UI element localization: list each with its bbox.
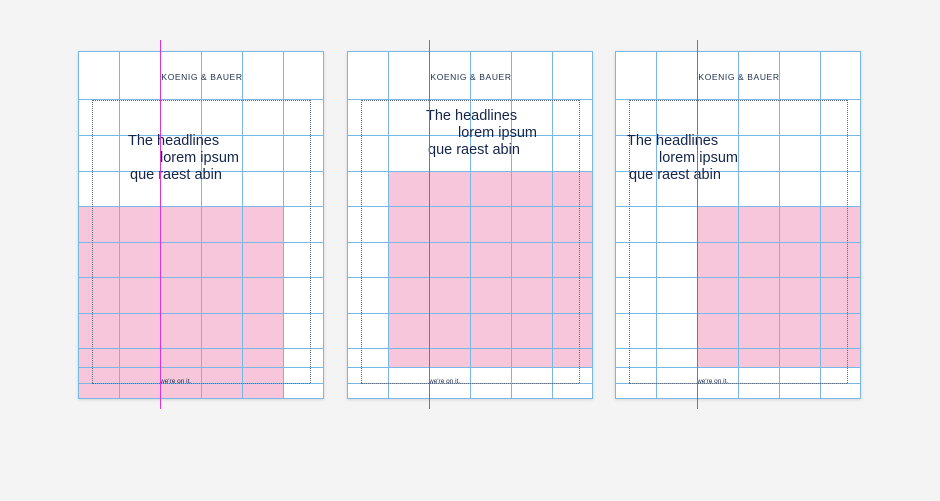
alignment-guide-line [429, 40, 430, 409]
margin-guide [92, 383, 310, 384]
grid-row-line [78, 206, 324, 207]
headline-line-3: que raest abin [428, 142, 520, 158]
grid-row-line [78, 313, 324, 314]
headline-line-2: lorem ipsum [160, 150, 239, 166]
margin-guide [92, 100, 310, 101]
tagline: we're on it. [697, 378, 729, 385]
margin-guide [92, 100, 93, 383]
grid-column-line [119, 51, 120, 399]
margin-guide [361, 383, 579, 384]
grid-row-line [615, 313, 861, 314]
grid-row-line [78, 348, 324, 349]
headline-line-1: The headlines [128, 133, 220, 149]
grid-row-line [615, 206, 861, 207]
grid-column-line [201, 51, 202, 399]
margin-guide [629, 100, 847, 101]
margin-guide [361, 100, 579, 101]
grid-row-line [78, 99, 324, 100]
alignment-guide-line [697, 40, 698, 409]
grid-row-line [615, 171, 861, 172]
grid-row-line [78, 135, 324, 136]
margin-guide [361, 100, 362, 383]
grid-column-line [779, 51, 780, 399]
grid-row-line [347, 367, 593, 368]
tagline: we're on it. [160, 378, 192, 385]
grid-row-line [347, 171, 593, 172]
grid-column-line [820, 51, 821, 399]
brand-logo: KOENIG & BAUER [430, 72, 512, 82]
layout-page-2: KOENIG & BAUER The headlines lorem ipsum… [347, 51, 593, 399]
margin-guide [629, 383, 847, 384]
grid-row-line [615, 242, 861, 243]
headline-line-2: lorem ipsum [659, 150, 738, 166]
grid-column-line [283, 51, 284, 399]
layout-page-1: KOENIG & BAUER The headlines lorem ipsum… [78, 51, 324, 399]
grid-row-line [347, 99, 593, 100]
grid-row-line [615, 277, 861, 278]
grid-row-line [78, 171, 324, 172]
headline-line-3: que raest abin [130, 167, 222, 183]
tagline: we're on it. [429, 378, 461, 385]
grid-column-line [656, 51, 657, 399]
grid-row-line [615, 367, 861, 368]
grid-column-line [738, 51, 739, 399]
headline-line-1: The headlines [426, 108, 518, 124]
margin-guide [629, 100, 630, 383]
grid-row-line [347, 206, 593, 207]
margin-guide [310, 100, 311, 383]
brand-logo: KOENIG & BAUER [698, 72, 780, 82]
margin-guide [847, 100, 848, 383]
grid-column-line [242, 51, 243, 399]
alignment-guide-line [160, 40, 161, 409]
grid-row-line [78, 242, 324, 243]
grid-row-line [347, 313, 593, 314]
grid-row-line [615, 99, 861, 100]
grid-row-line [347, 135, 593, 136]
margin-guide [579, 100, 580, 383]
grid-column-line [511, 51, 512, 399]
grid-row-line [615, 348, 861, 349]
image-area [78, 206, 283, 399]
headline-line-2: lorem ipsum [458, 125, 537, 141]
grid-row-line [347, 348, 593, 349]
headline-line-1: The headlines [627, 133, 719, 149]
grid-row-line [615, 135, 861, 136]
grid-row-line [347, 242, 593, 243]
grid-row-line [78, 367, 324, 368]
brand-logo: KOENIG & BAUER [161, 72, 243, 82]
layout-page-3: KOENIG & BAUER The headlines lorem ipsum… [615, 51, 861, 399]
grid-column-line [552, 51, 553, 399]
grid-row-line [78, 277, 324, 278]
headline-line-3: que raest abin [629, 167, 721, 183]
image-area [388, 171, 593, 367]
grid-column-line [388, 51, 389, 399]
grid-column-line [470, 51, 471, 399]
grid-row-line [347, 277, 593, 278]
